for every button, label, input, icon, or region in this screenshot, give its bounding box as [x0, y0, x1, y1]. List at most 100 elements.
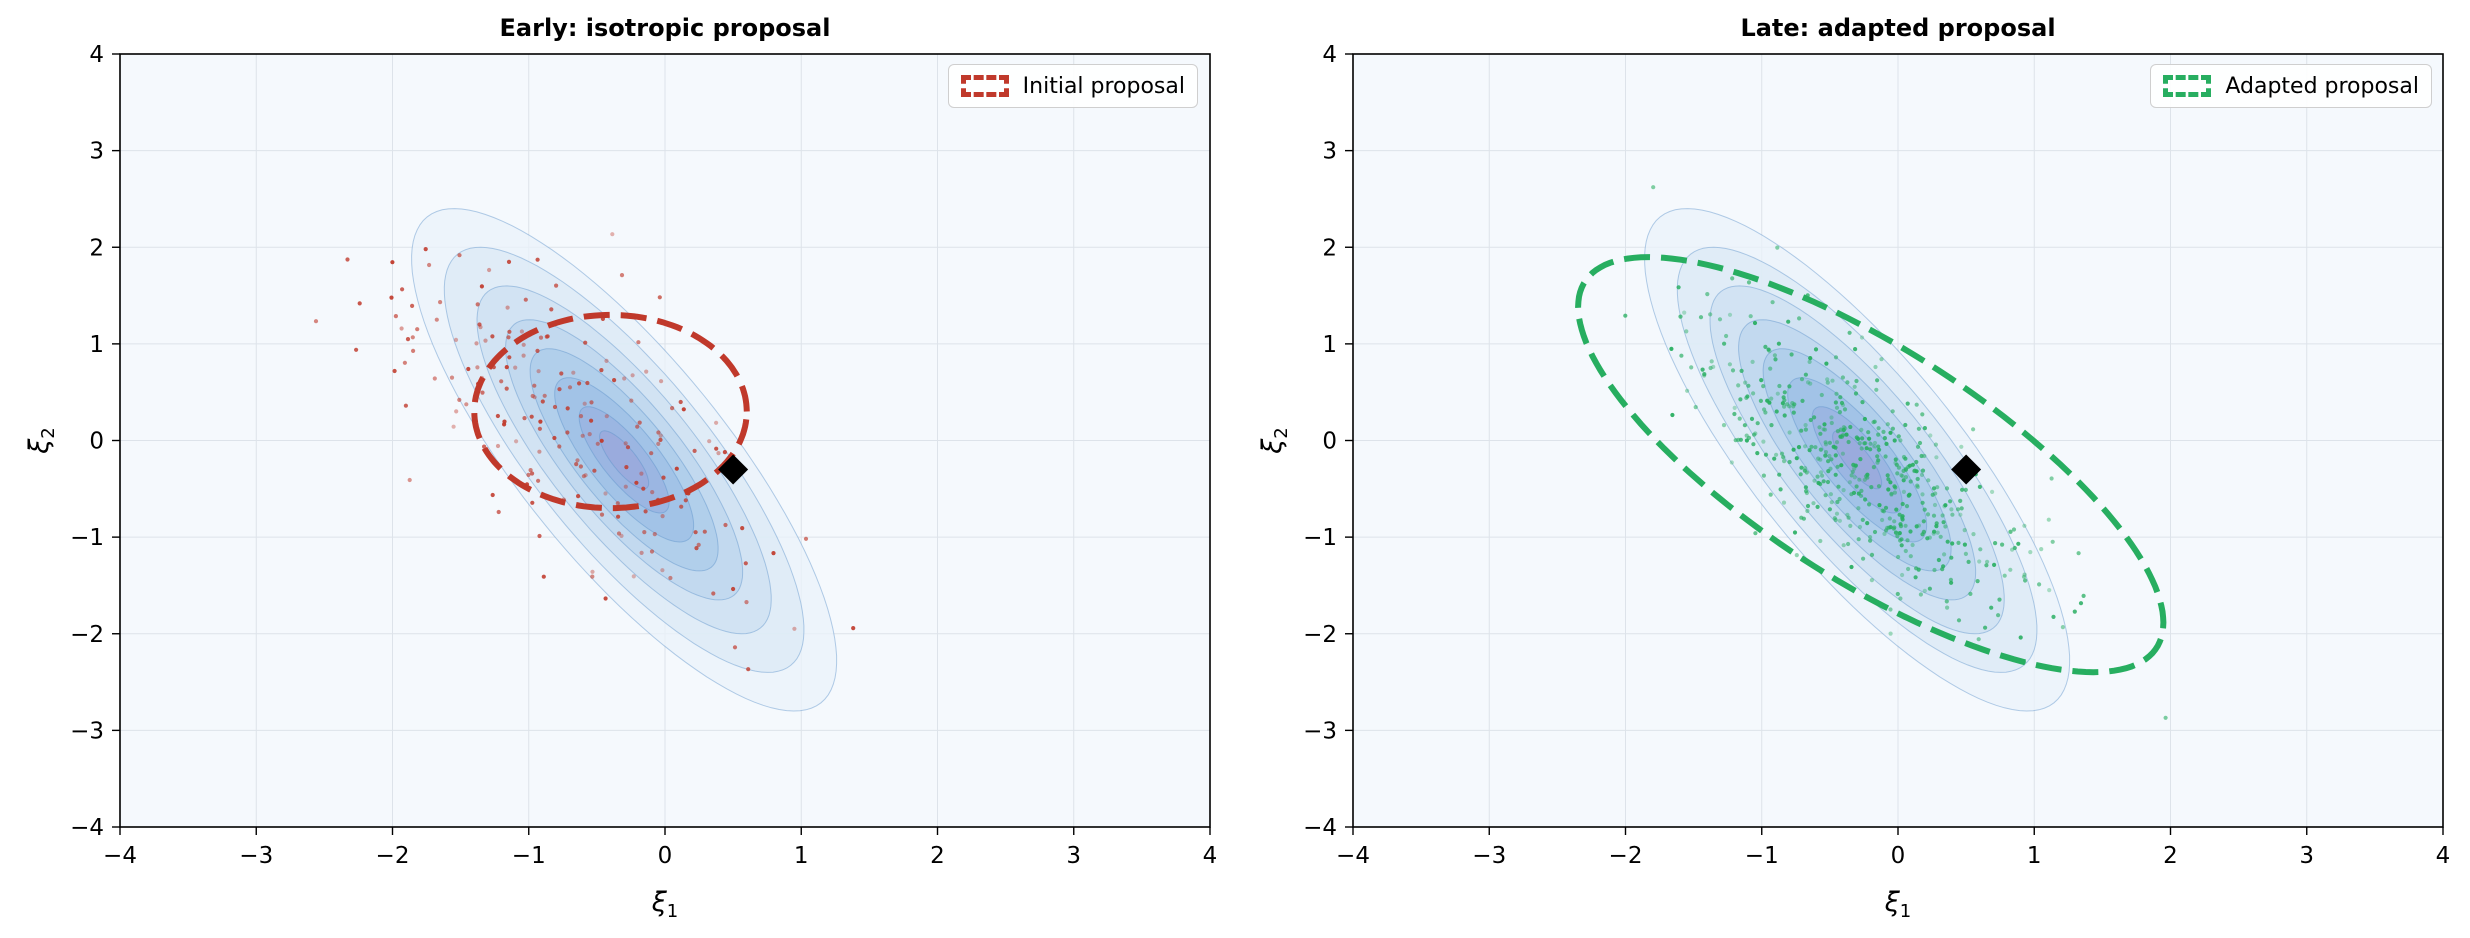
sample-point — [432, 376, 437, 381]
sample-point — [1820, 473, 1825, 478]
sample-point — [567, 385, 573, 390]
sample-point — [453, 337, 459, 342]
sample-point — [2012, 545, 2017, 551]
sample-point — [1789, 352, 1794, 357]
sample-point — [641, 486, 646, 491]
sample-point — [1835, 464, 1840, 469]
sample-point — [1916, 523, 1921, 528]
sample-point — [1772, 353, 1777, 358]
sample-point — [1871, 465, 1876, 470]
y-tick-label: 0 — [1322, 429, 1337, 455]
sample-point — [599, 368, 604, 373]
sample-point — [1915, 483, 1920, 488]
sample-point — [1834, 511, 1840, 516]
sample-point — [1919, 472, 1925, 477]
sample-point — [1985, 559, 1990, 564]
sample-point — [535, 348, 540, 353]
sample-point — [1851, 490, 1857, 495]
sample-point — [1893, 460, 1898, 465]
sample-point — [1824, 361, 1829, 366]
x-tick-label: 3 — [2299, 843, 2314, 869]
sample-point — [530, 471, 535, 476]
sample-point — [1829, 500, 1834, 505]
sample-point — [1867, 502, 1872, 507]
sample-point — [1935, 485, 1940, 490]
sample-point — [1845, 512, 1850, 517]
sample-point — [2010, 547, 2015, 552]
sample-point — [1931, 531, 1936, 536]
sample-point — [1868, 447, 1873, 452]
sample-point — [521, 353, 526, 358]
sample-point — [1777, 383, 1782, 389]
sample-point — [1770, 300, 1775, 305]
sample-point — [1849, 473, 1854, 478]
sample-point — [1708, 365, 1713, 371]
target-point-marker — [718, 454, 749, 485]
sample-point — [2051, 614, 2056, 620]
sample-point — [1828, 466, 1833, 471]
legend-label-adapted-proposal: Adapted proposal — [2225, 73, 2419, 99]
sample-point — [1938, 534, 1943, 539]
sample-point — [619, 533, 624, 539]
sample-point — [1914, 524, 1919, 529]
sample-point — [1887, 516, 1892, 521]
sample-point — [1897, 531, 1902, 536]
sample-point — [1768, 366, 1773, 371]
sample-point — [740, 526, 745, 531]
sample-point — [2021, 574, 2027, 579]
sample-point — [1868, 535, 1873, 540]
sample-point — [529, 414, 534, 419]
sample-point — [1781, 500, 1787, 505]
sample-point — [538, 419, 543, 424]
sample-point — [505, 305, 510, 310]
x-tick-label: −3 — [1472, 843, 1506, 869]
sample-point — [1854, 484, 1859, 489]
sample-point — [1682, 310, 1687, 315]
sample-point — [1689, 365, 1694, 370]
sample-point — [1997, 597, 2002, 602]
sample-point — [2037, 582, 2042, 587]
y-tick-label: 3 — [89, 139, 104, 165]
legend-late: Adapted proposal — [2150, 64, 2432, 108]
sample-point — [2050, 539, 2055, 544]
y-tick-label: −1 — [1303, 525, 1337, 551]
sample-point — [1808, 381, 1813, 386]
sample-point — [1834, 440, 1840, 445]
sample-point — [1884, 441, 1889, 446]
sample-point — [1895, 471, 1900, 476]
sample-point — [495, 413, 500, 419]
sample-point — [1818, 538, 1823, 544]
sample-point — [1708, 312, 1713, 317]
sample-point — [1888, 631, 1893, 636]
sample-point — [1920, 492, 1925, 497]
x-tick-label: 4 — [1203, 843, 1218, 869]
sample-point — [1841, 488, 1846, 493]
sample-point — [532, 395, 537, 400]
sample-point — [649, 549, 655, 554]
sample-point — [1822, 422, 1827, 427]
sample-point — [1984, 563, 1989, 568]
sample-point — [1943, 503, 1948, 508]
sample-point — [1908, 479, 1913, 484]
sample-point — [1904, 504, 1910, 509]
sample-point — [1848, 424, 1853, 430]
sample-point — [1877, 503, 1882, 508]
sample-point — [1922, 453, 1927, 459]
sample-point — [615, 501, 620, 506]
sample-point — [610, 232, 615, 237]
sample-point — [1835, 429, 1840, 434]
sample-point — [637, 420, 642, 425]
sample-point — [1805, 503, 1811, 509]
sample-point — [1875, 460, 1880, 465]
sample-point — [521, 342, 526, 347]
sample-point — [1787, 384, 1792, 389]
sample-point — [466, 366, 471, 372]
sample-point — [583, 340, 588, 345]
sample-point — [1932, 529, 1937, 534]
sample-point — [582, 401, 587, 406]
sample-point — [1879, 357, 1884, 362]
sample-point — [1872, 529, 1878, 535]
sample-point — [1975, 579, 1980, 584]
